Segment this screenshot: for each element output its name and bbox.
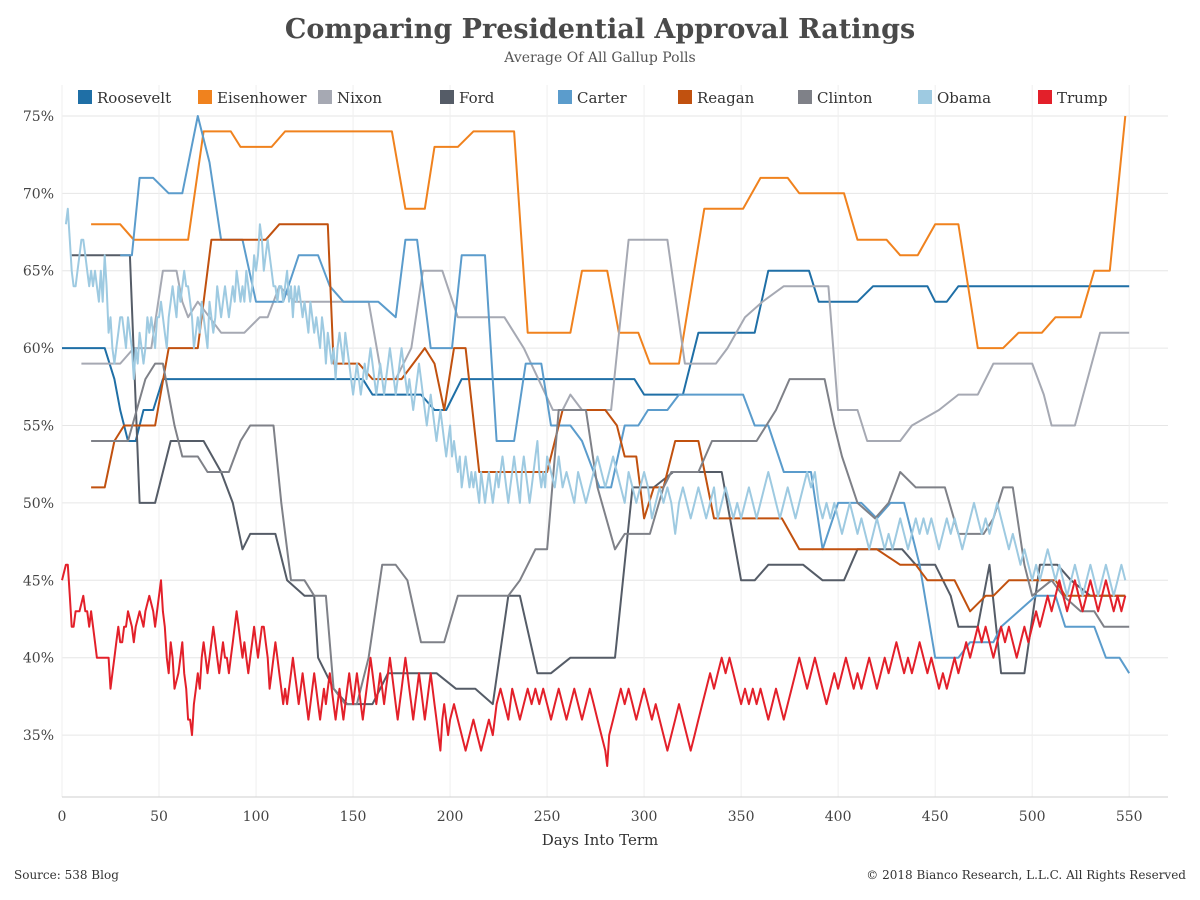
- legend-swatch-nixon: [318, 90, 332, 104]
- x-tick-label: 550: [1116, 809, 1143, 825]
- series-line-trump: [61, 563, 1127, 767]
- series-line-clinton: [91, 362, 1130, 706]
- legend-swatch-eisenhower: [198, 90, 212, 104]
- x-tick-label: 100: [243, 809, 270, 825]
- copyright-note: © 2018 Bianco Research, L.L.C. All Right…: [866, 868, 1186, 882]
- y-tick-label: 60%: [23, 341, 54, 357]
- legend-swatch-reagan: [678, 90, 692, 104]
- legend-swatch-clinton: [798, 90, 812, 104]
- legend-swatch-trump: [1038, 90, 1052, 104]
- source-note: Source: 538 Blog: [14, 868, 119, 882]
- x-tick-label: 50: [150, 809, 168, 825]
- y-tick-label: 40%: [23, 651, 54, 667]
- legend-label-clinton: Clinton: [817, 89, 873, 107]
- x-tick-label: 0: [58, 809, 67, 825]
- series-line-obama: [64, 207, 1127, 597]
- x-tick-label: 350: [728, 809, 755, 825]
- legend-label-roosevelt: Roosevelt: [97, 89, 171, 107]
- y-tick-label: 35%: [23, 728, 54, 744]
- chart-title: Comparing Presidential Approval Ratings: [284, 14, 916, 45]
- legend-swatch-obama: [918, 90, 932, 104]
- series-line-eisenhower: [91, 115, 1127, 365]
- x-tick-label: 400: [825, 809, 852, 825]
- x-tick-label: 150: [340, 809, 367, 825]
- x-axis-title: Days Into Term: [542, 831, 658, 849]
- x-tick-label: 500: [1019, 809, 1046, 825]
- y-tick-label: 50%: [23, 496, 54, 512]
- chart-subtitle: Average Of All Gallup Polls: [504, 50, 696, 66]
- legend-swatch-ford: [440, 90, 454, 104]
- x-tick-label: 200: [437, 809, 464, 825]
- legend-label-nixon: Nixon: [337, 89, 382, 107]
- y-tick-label: 55%: [23, 419, 54, 435]
- legend-label-obama: Obama: [937, 89, 991, 107]
- x-tick-label: 300: [631, 809, 658, 825]
- y-tick-label: 75%: [23, 109, 54, 125]
- y-tick-label: 65%: [23, 264, 54, 280]
- legend-label-reagan: Reagan: [697, 89, 755, 107]
- legend-label-eisenhower: Eisenhower: [217, 89, 307, 107]
- legend-swatch-roosevelt: [78, 90, 92, 104]
- legend-swatch-carter: [558, 90, 572, 104]
- series-line-ford: [71, 254, 1126, 706]
- x-tick-label: 450: [922, 809, 949, 825]
- legend-label-ford: Ford: [459, 89, 495, 107]
- x-tick-label: 250: [534, 809, 561, 825]
- y-tick-label: 45%: [23, 573, 54, 589]
- y-tick-label: 70%: [23, 186, 54, 202]
- legend-label-trump: Trump: [1057, 89, 1108, 107]
- legend-label-carter: Carter: [577, 89, 627, 107]
